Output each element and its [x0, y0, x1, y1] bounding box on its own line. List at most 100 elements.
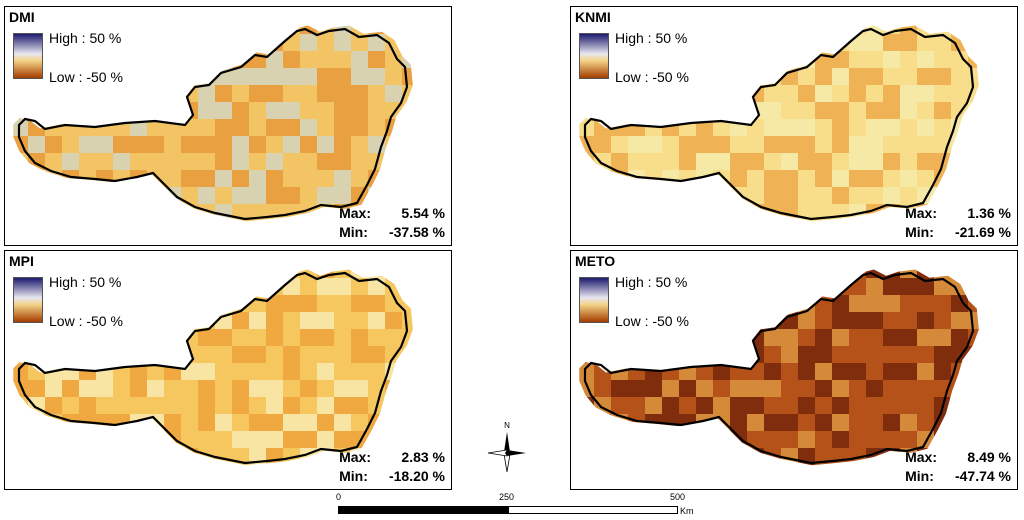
grid-cell: [317, 329, 334, 346]
grid-cell: [951, 414, 968, 431]
grid-cell: [164, 295, 181, 312]
grid-cell: [951, 312, 968, 329]
grid-cell: [815, 102, 832, 119]
grid-cell: [815, 278, 832, 295]
grid-cell: [645, 153, 662, 170]
legend-color-ramp: [13, 277, 43, 323]
grid-cell: [198, 238, 215, 246]
grid-cell: [579, 397, 594, 414]
grid-cell: [368, 312, 385, 329]
grid-cell: [611, 431, 628, 448]
grid-cell: [419, 397, 436, 414]
grid-cell: [764, 187, 781, 204]
stats-box: Max: 5.54 % Min: -37.58 %: [339, 204, 445, 242]
grid-cell: [594, 380, 611, 397]
grid-cell: [300, 295, 317, 312]
grid-cell: [113, 431, 130, 448]
grid-cell: [28, 346, 45, 363]
grid-cell: [883, 482, 900, 490]
grid-cell: [645, 136, 662, 153]
grid-cell: [781, 238, 798, 246]
grid-cell: [181, 269, 198, 278]
grid-cell: [730, 238, 747, 246]
grid-cell: [713, 25, 730, 34]
grid-cell: [317, 238, 334, 246]
grid-cell: [215, 51, 232, 68]
grid-cell: [147, 187, 164, 204]
grid-cell: [283, 85, 300, 102]
grid-cell: [781, 25, 798, 34]
grid-cell: [781, 278, 798, 295]
grid-cell: [113, 346, 130, 363]
grid-cell: [832, 85, 849, 102]
grid-cell: [849, 119, 866, 136]
grid-cell: [130, 68, 147, 85]
grid-cell: [96, 465, 113, 466]
grid-cell: [951, 153, 968, 170]
scale-bar: [338, 506, 678, 514]
grid-cell: [385, 397, 402, 414]
grid-cell: [130, 269, 147, 278]
grid-cell: [215, 363, 232, 380]
grid-cell: [985, 170, 1002, 187]
grid-cell: [883, 397, 900, 414]
grid-cell: [283, 119, 300, 136]
grid-cell: [645, 465, 662, 466]
grid-cell: [594, 346, 611, 363]
grid-cell: [283, 363, 300, 380]
grid-cell: [985, 363, 1002, 380]
grid-cell: [815, 414, 832, 431]
grid-cell: [679, 482, 696, 490]
grid-cell: [402, 312, 413, 329]
grid-cell: [45, 431, 62, 448]
grid-cell: [713, 431, 730, 448]
grid-cell: [900, 431, 917, 448]
grid-cell: [147, 136, 164, 153]
grid-cell: [164, 380, 181, 397]
legend-high-label: High : 50 %: [615, 30, 688, 46]
grid-cell: [985, 51, 1002, 68]
grid-cell: [900, 346, 917, 363]
grid-cell: [317, 346, 334, 363]
grid-cell: [764, 238, 781, 246]
grid-cell: [402, 85, 413, 102]
grid-cell: [696, 136, 713, 153]
grid-cell: [96, 85, 113, 102]
grid-cell: [764, 363, 781, 380]
min-value: -21.69 %: [954, 224, 1011, 240]
grid-cell: [232, 414, 249, 431]
grid-cell: [934, 85, 951, 102]
grid-cell: [419, 51, 436, 68]
grid-cell: [985, 380, 1002, 397]
grid-cell: [385, 136, 402, 153]
grid-cell: [713, 465, 730, 466]
grid-cell: [781, 380, 798, 397]
grid-cell: [866, 34, 883, 51]
grid-cell: [594, 187, 611, 204]
grid-cell: [781, 465, 798, 466]
grid-cell: [317, 363, 334, 380]
grid-cell: [351, 269, 368, 278]
grid-cell: [232, 238, 249, 246]
grid-cell: [113, 85, 130, 102]
grid-cell: [113, 295, 130, 312]
grid-cell: [419, 85, 436, 102]
grid-cell: [283, 153, 300, 170]
grid-cell: [679, 346, 696, 363]
grid-cell: [181, 187, 198, 204]
grid-cell: [130, 295, 147, 312]
grid-cell: [832, 136, 849, 153]
grid-cell: [249, 482, 266, 490]
grid-cell: [764, 431, 781, 448]
grid-cell: [579, 431, 594, 448]
grid-cell: [79, 204, 96, 221]
grid-cell: [934, 269, 951, 278]
north-label: N: [504, 421, 510, 430]
grid-cell: [798, 380, 815, 397]
grid-cell: [283, 238, 300, 246]
grid-cell: [951, 51, 968, 68]
grid-cell: [900, 363, 917, 380]
grid-cell: [968, 85, 979, 102]
grid-cell: [866, 363, 883, 380]
grid-cell: [402, 363, 413, 380]
